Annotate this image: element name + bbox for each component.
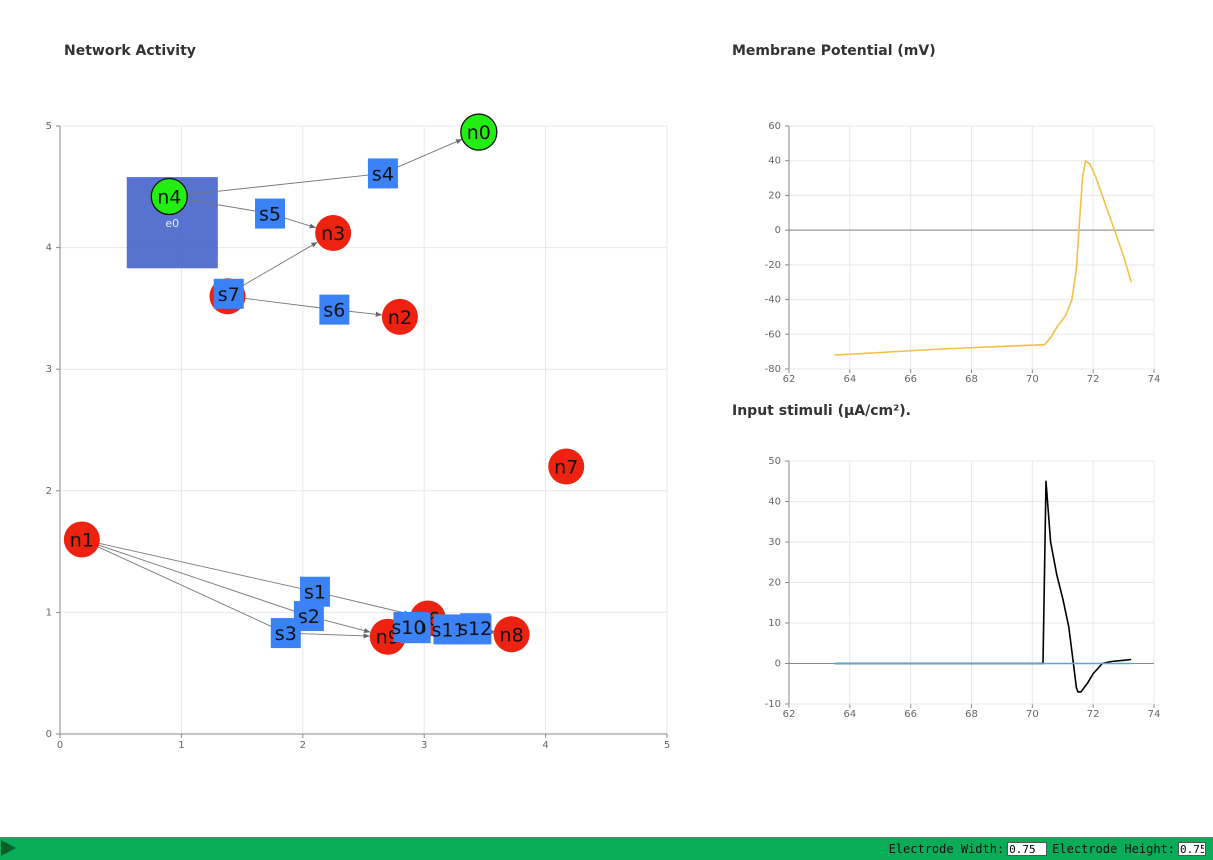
y-tick-label: 40: [768, 497, 781, 508]
y-tick-label: 30: [768, 537, 781, 548]
neuron-label-n0: n0: [467, 122, 491, 144]
y-tick-label: 60: [768, 121, 781, 132]
x-tick-label: 66: [904, 374, 917, 385]
neuron-label-n8: n8: [500, 624, 524, 646]
neuron-label-n2: n2: [388, 307, 412, 329]
y-tick-label: 3: [46, 364, 52, 375]
synapse-label-s10: s10: [391, 617, 425, 639]
electrode-height-input[interactable]: [1178, 842, 1206, 856]
y-tick-label: 2: [46, 486, 52, 497]
x-tick-label: 70: [1026, 709, 1039, 720]
neuron-n7: [548, 448, 585, 485]
y-tick-label: 5: [46, 121, 52, 132]
y-tick-label: 40: [768, 156, 781, 167]
y-tick-label: -10: [765, 699, 781, 710]
synapse-label-s7: s7: [218, 284, 240, 306]
neuron-label-n7: n7: [554, 456, 578, 478]
x-tick-label: 0: [57, 740, 63, 751]
y-tick-label: 0: [46, 729, 52, 740]
synapse-label-s1: s1: [304, 582, 326, 604]
x-tick-label: 64: [843, 374, 856, 385]
synapse-s5: [255, 198, 286, 229]
x-tick-label: 4: [542, 740, 548, 751]
synapse-s11: [433, 614, 464, 645]
x-tick-label: 64: [843, 709, 856, 720]
y-tick-label: 1: [46, 607, 52, 618]
neuron-n1: [63, 521, 100, 558]
electrode-height-label: Electrode Height:: [1052, 842, 1175, 856]
x-tick-label: 62: [783, 709, 796, 720]
synapse-s4: [367, 158, 398, 189]
synapse-label-s2: s2: [298, 606, 320, 628]
x-tick-label: 70: [1026, 374, 1039, 385]
x-tick-label: 3: [421, 740, 427, 751]
network-chart-title: Network Activity: [64, 43, 196, 59]
edge-n1-s1: [81, 539, 316, 593]
x-tick-label: 1: [178, 740, 184, 751]
y-tick-label: -40: [765, 295, 781, 306]
synapse-label-s5: s5: [259, 204, 281, 226]
y-tick-label: 4: [46, 243, 52, 254]
input-stimuli-chart: 62 64 66 68 70 72 74 -10 0 10 20 30 40 50: [765, 456, 1161, 720]
synapse-label-s3: s3: [275, 623, 297, 645]
synapse-s6: [319, 294, 350, 325]
y-tick-label: 20: [768, 578, 781, 589]
network-activity-chart[interactable]: 012345012345e0n0n1n2n3n4n5n6n7n8n9s0s1s2…: [0, 0, 700, 760]
synapse-label-s4: s4: [372, 163, 394, 185]
synapse-label-s11: s11: [431, 619, 465, 641]
y-tick-label: 10: [768, 618, 781, 629]
edge-s1-n6: [314, 591, 411, 616]
y-tick-label: -20: [765, 260, 781, 271]
y-tick-label: 0: [775, 225, 781, 236]
membrane-chart-title: Membrane Potential (mV): [732, 43, 936, 59]
synapse-label-s6: s6: [323, 300, 345, 322]
x-tick-label: 72: [1087, 709, 1100, 720]
x-tick-label: 68: [965, 374, 978, 385]
electrode-label: e0: [165, 217, 179, 230]
neuron-n8: [493, 616, 530, 653]
x-tick-label: 62: [783, 374, 796, 385]
play-icon[interactable]: [1, 840, 16, 856]
x-tick-label: 72: [1087, 374, 1100, 385]
y-tick-label: 50: [768, 456, 781, 467]
y-tick-label: -60: [765, 329, 781, 340]
synapse-label-s12: s12: [458, 618, 492, 640]
neuron-n0: [460, 113, 498, 151]
edge-n1-s3: [81, 539, 286, 634]
y-tick-label: 20: [768, 190, 781, 201]
electrode-controls: Electrode Width: Electrode Height:: [889, 841, 1211, 857]
synapse-s3: [270, 618, 301, 649]
x-tick-label: 68: [965, 709, 978, 720]
x-tick-label: 74: [1148, 709, 1161, 720]
synapse-s12: [460, 613, 491, 644]
control-bar: Electrode Width: Electrode Height:: [0, 837, 1213, 860]
edge-n4-s4: [169, 172, 383, 197]
neuron-label-n1: n1: [70, 529, 94, 551]
electrode-width-input[interactable]: [1007, 842, 1048, 856]
x-tick-label: 74: [1148, 374, 1161, 385]
x-tick-label: 2: [300, 740, 306, 751]
synapse-s7: [213, 278, 244, 309]
series-line-0: [834, 480, 1132, 693]
synapse-s10: [393, 611, 424, 642]
neuron-n3: [315, 215, 352, 252]
neuron-label-n3: n3: [321, 223, 345, 245]
edge-n1-s2: [81, 539, 310, 617]
series-line-0: [834, 159, 1132, 356]
neuron-label-n4: n4: [157, 187, 181, 209]
electrode-width-label: Electrode Width:: [888, 842, 1005, 856]
stimuli-chart-title: Input stimuli (μA/cm²).: [732, 403, 911, 419]
y-tick-label: -80: [765, 364, 781, 375]
x-tick-label: 66: [904, 709, 917, 720]
neuron-n4: [150, 177, 188, 216]
membrane-potential-chart: 62 64 66 68 70 72 74 -80 -60 -40 -20 0 20 40 60: [765, 121, 1161, 385]
neuron-n2: [381, 298, 418, 335]
x-tick-label: 5: [664, 740, 670, 751]
y-tick-label: 0: [775, 659, 781, 670]
